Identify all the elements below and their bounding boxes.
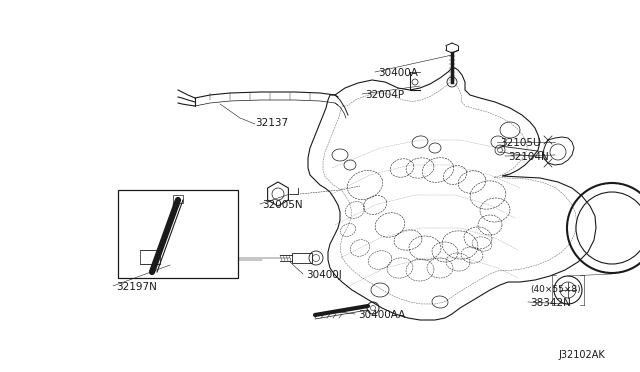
Text: 30400A: 30400A [378,68,418,78]
Bar [173,195,183,203]
Text: 32004P: 32004P [365,90,404,100]
Text: 30400AA: 30400AA [358,310,405,320]
Text: (40×55×8): (40×55×8) [530,285,580,294]
Text: 30400J: 30400J [306,270,342,280]
Bar [292,253,312,263]
Text: 32005N: 32005N [262,200,303,210]
Text: 32197N: 32197N [116,282,157,292]
Text: 32137: 32137 [255,118,288,128]
Bar [140,250,160,264]
Text: 32105U: 32105U [500,138,541,148]
Bar [118,190,238,278]
Text: 38342N: 38342N [530,298,571,308]
Text: J32102AK: J32102AK [558,350,605,360]
Text: 32104N: 32104N [508,152,548,162]
